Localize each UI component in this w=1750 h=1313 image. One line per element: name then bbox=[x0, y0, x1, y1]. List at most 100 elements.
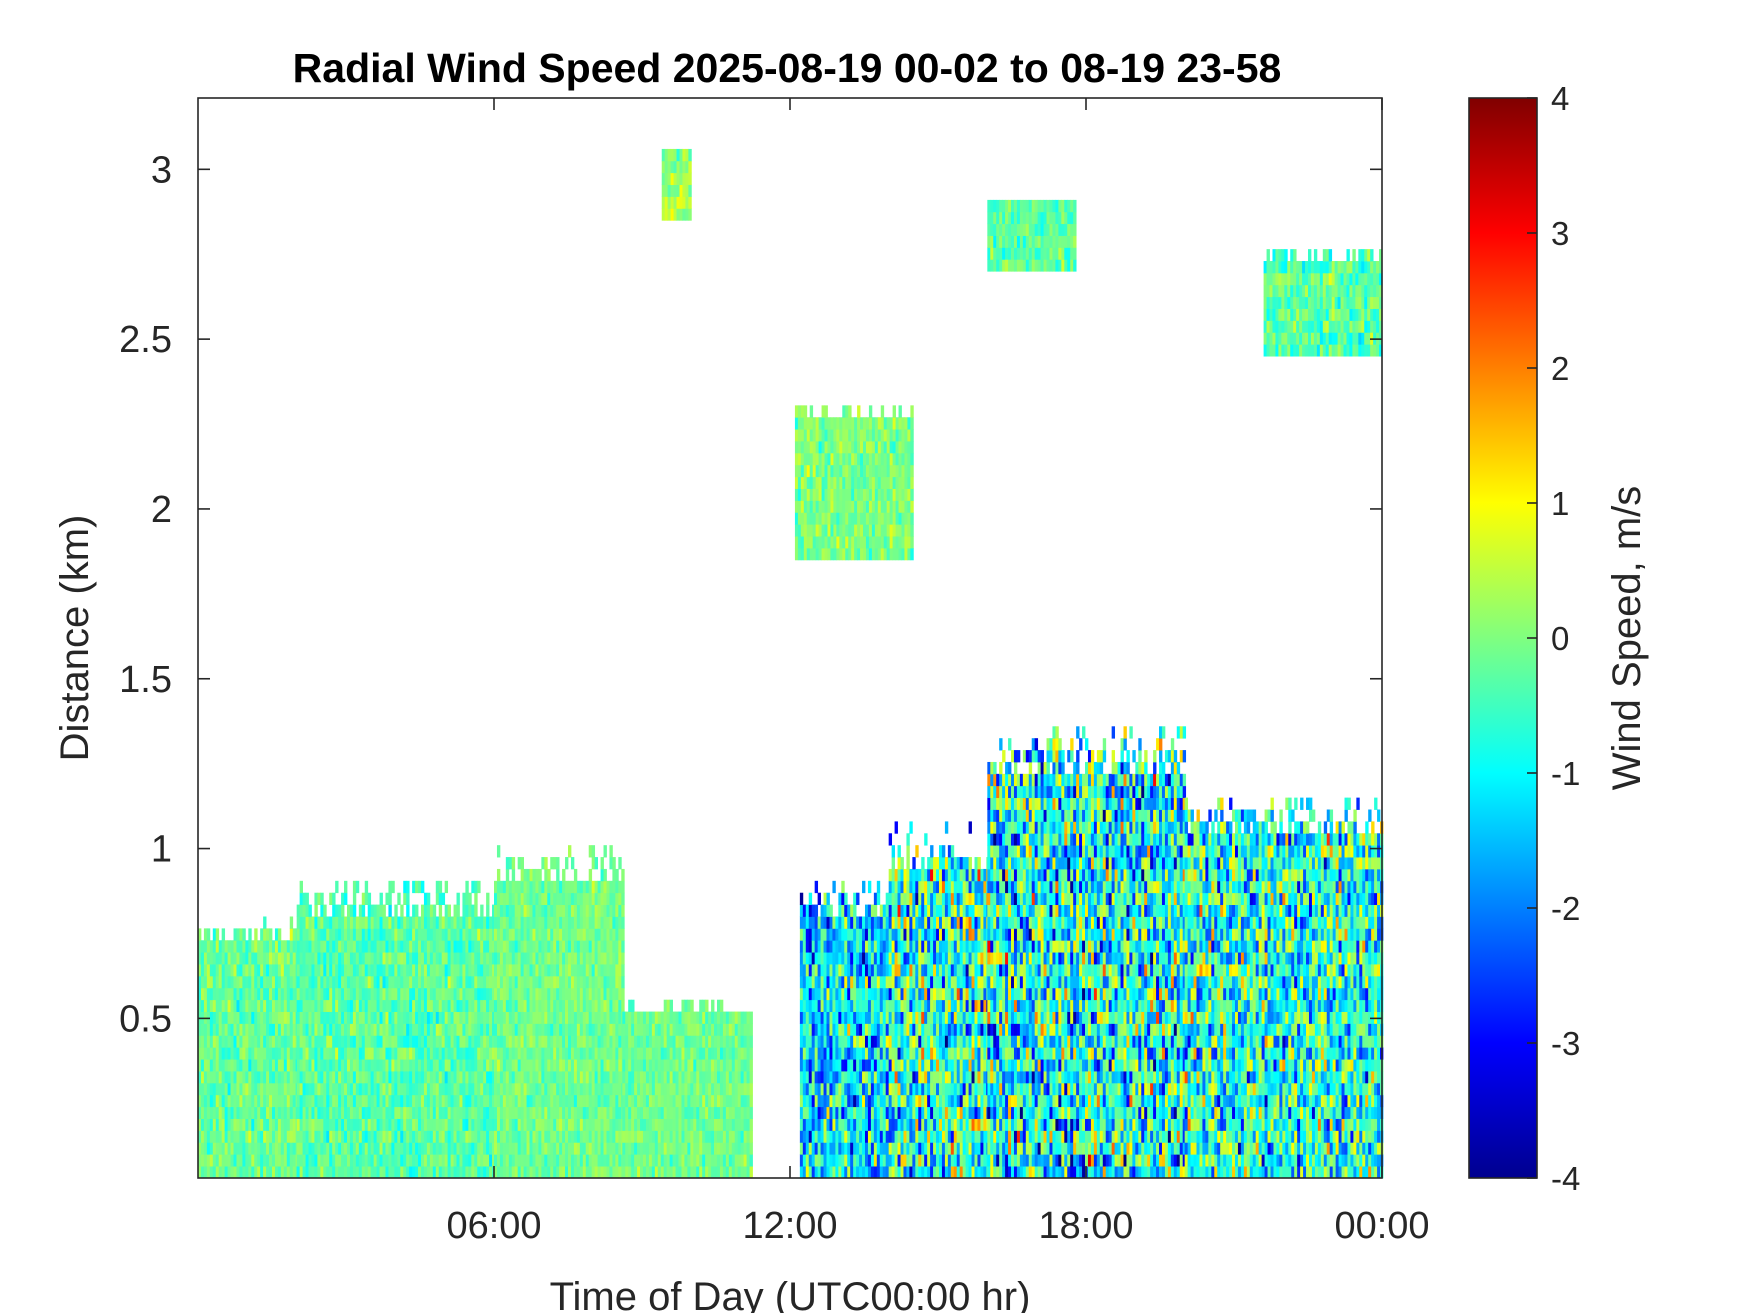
heatmap-cell bbox=[435, 1059, 440, 1072]
heatmap-cell bbox=[711, 1011, 715, 1024]
heatmap-cell bbox=[296, 928, 301, 941]
heatmap-cell bbox=[468, 940, 472, 953]
heatmap-cell bbox=[459, 1106, 463, 1119]
heatmap-cell bbox=[897, 1142, 901, 1155]
heatmap-cell bbox=[882, 928, 887, 941]
heatmap-cell bbox=[621, 999, 625, 1012]
plot-area bbox=[197, 97, 1384, 1179]
heatmap-cell bbox=[283, 1082, 288, 1096]
heatmap-cell bbox=[505, 1118, 510, 1131]
heatmap-cell bbox=[266, 975, 270, 989]
heatmap-cell bbox=[696, 1166, 700, 1179]
heatmap-cell bbox=[612, 975, 616, 989]
heatmap-cell bbox=[344, 1035, 348, 1048]
heatmap-cell bbox=[544, 1166, 548, 1179]
heatmap-cell bbox=[597, 975, 601, 989]
heatmap-cell bbox=[832, 1118, 836, 1131]
heatmap-cell bbox=[862, 1011, 866, 1024]
heatmap-cell bbox=[358, 1154, 363, 1167]
heatmap-cell bbox=[435, 916, 440, 929]
heatmap-cell bbox=[277, 1142, 282, 1155]
heatmap-cell bbox=[320, 975, 324, 989]
heatmap-cell bbox=[594, 904, 598, 917]
heatmap-cell bbox=[844, 1023, 848, 1036]
heatmap-cell bbox=[597, 1094, 601, 1108]
heatmap-cell bbox=[429, 1094, 434, 1108]
heatmap-cell bbox=[483, 1142, 487, 1155]
heatmap-cell bbox=[634, 1094, 638, 1108]
heatmap-cell bbox=[814, 1130, 819, 1143]
heatmap-cell bbox=[565, 880, 569, 894]
heatmap-cell bbox=[370, 1047, 375, 1060]
heatmap-cell bbox=[847, 1142, 851, 1155]
heatmap-cell bbox=[856, 1106, 860, 1119]
heatmap-cell bbox=[468, 975, 472, 989]
heatmap-cell bbox=[438, 987, 443, 1001]
heatmap-cell bbox=[474, 1166, 478, 1179]
heatmap-cell bbox=[538, 999, 542, 1012]
heatmap-cell bbox=[358, 1082, 363, 1096]
heatmap-cell bbox=[388, 928, 392, 941]
heatmap-cell bbox=[480, 999, 484, 1012]
heatmap-cell bbox=[305, 1142, 309, 1155]
heatmap-cell bbox=[511, 952, 516, 965]
heatmap-cell bbox=[514, 987, 519, 1001]
heatmap-cell bbox=[388, 952, 392, 965]
heatmap-cell bbox=[600, 857, 604, 870]
heatmap-cell bbox=[802, 975, 807, 989]
heatmap-cell bbox=[535, 999, 539, 1012]
heatmap-cell bbox=[559, 940, 563, 953]
heatmap-cell bbox=[823, 1094, 827, 1108]
heatmap-cell bbox=[257, 1023, 261, 1036]
heatmap-cell bbox=[280, 1106, 285, 1119]
heatmap-cell bbox=[385, 1106, 389, 1119]
heatmap-cell bbox=[582, 1166, 587, 1179]
heatmap-cell bbox=[450, 1059, 454, 1072]
heatmap-cell bbox=[257, 975, 261, 989]
heatmap-cell bbox=[352, 1023, 357, 1036]
heatmap-cell bbox=[486, 928, 490, 941]
heatmap-cell bbox=[651, 1130, 656, 1143]
heatmap-cell bbox=[606, 952, 610, 965]
heatmap-cell bbox=[397, 1106, 401, 1119]
heatmap-cell bbox=[254, 987, 258, 1001]
heatmap-cell bbox=[388, 1130, 392, 1143]
heatmap-cell bbox=[212, 975, 217, 989]
heatmap-cell bbox=[200, 1047, 205, 1060]
heatmap-cell bbox=[349, 940, 354, 953]
heatmap-cell bbox=[277, 940, 282, 953]
heatmap-cell bbox=[612, 1094, 616, 1108]
heatmap-cell bbox=[450, 1035, 454, 1048]
heatmap-cell bbox=[517, 916, 522, 929]
heatmap-cell bbox=[379, 1047, 383, 1060]
heatmap-cell bbox=[906, 1118, 910, 1131]
heatmap-cell bbox=[203, 964, 208, 977]
heatmap-cell bbox=[508, 952, 513, 965]
heatmap-cell bbox=[302, 1166, 306, 1179]
heatmap-cell bbox=[716, 1071, 721, 1084]
heatmap-cell bbox=[489, 1094, 493, 1108]
heatmap-cell bbox=[829, 1047, 833, 1060]
heatmap-cell bbox=[260, 1130, 264, 1143]
heatmap-cell bbox=[266, 1094, 270, 1108]
heatmap-cell bbox=[206, 1071, 211, 1084]
heatmap-cell bbox=[829, 1071, 833, 1084]
heatmap-cell bbox=[447, 1082, 451, 1096]
heatmap-cell bbox=[538, 1023, 542, 1036]
heatmap-cell bbox=[517, 1023, 522, 1036]
heatmap-cell bbox=[272, 1118, 276, 1131]
heatmap-cell bbox=[799, 1154, 804, 1167]
heatmap-cell bbox=[873, 1059, 878, 1072]
heatmap-cell bbox=[418, 1118, 422, 1131]
heatmap-cell bbox=[547, 1047, 551, 1060]
heatmap-cell bbox=[520, 1035, 524, 1048]
heatmap-cell bbox=[838, 975, 842, 989]
heatmap-cell bbox=[882, 1059, 887, 1072]
heatmap-cell bbox=[864, 1154, 869, 1167]
heatmap-cell bbox=[367, 928, 372, 941]
heatmap-cell bbox=[373, 916, 377, 929]
heatmap-cell bbox=[526, 1082, 530, 1096]
heatmap-cell bbox=[538, 987, 542, 1001]
heatmap-cell bbox=[570, 964, 575, 977]
heatmap-cell bbox=[426, 987, 431, 1001]
